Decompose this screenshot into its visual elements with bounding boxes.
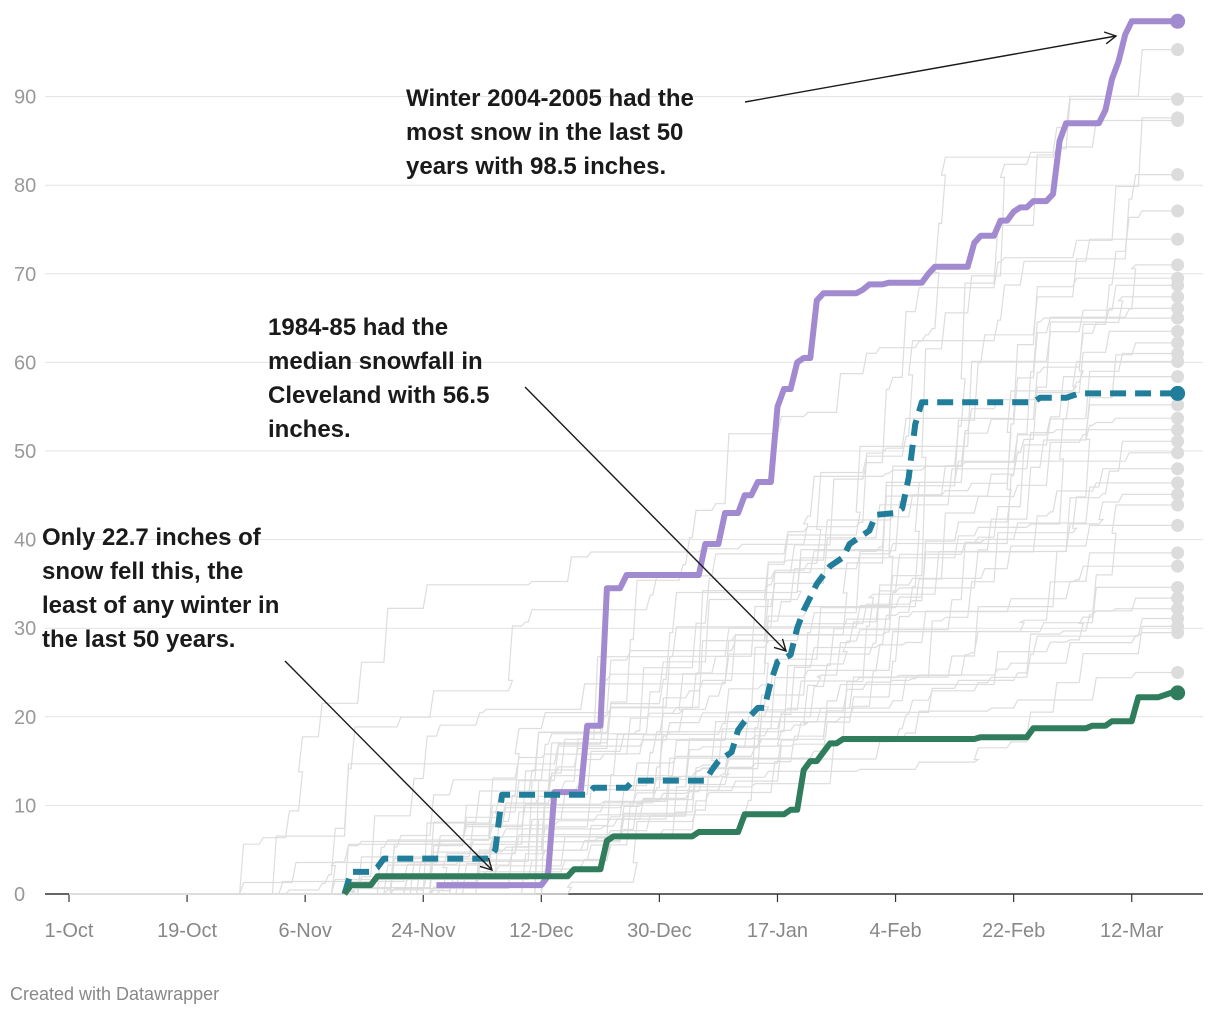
y-tick-label: 90 xyxy=(14,87,36,109)
background-winter-endpoint xyxy=(1171,43,1185,57)
background-winter-endpoint xyxy=(1171,324,1185,338)
background-winter-line xyxy=(69,524,1178,895)
credit-text: Created with Datawrapper xyxy=(10,984,220,1004)
background-winter-line xyxy=(69,210,1178,895)
series-endpoint xyxy=(1170,685,1186,701)
background-winter-endpoint xyxy=(1171,92,1185,106)
series-endpoint xyxy=(1170,13,1186,29)
background-winter-line xyxy=(69,504,1178,895)
background-winter-line xyxy=(69,174,1178,895)
background-winter-endpoint xyxy=(1171,423,1185,437)
x-tick-label: 17-Jan xyxy=(747,920,808,942)
y-tick-label: 60 xyxy=(14,352,36,374)
background-winter-line xyxy=(69,468,1178,895)
background-winter-endpoint xyxy=(1171,232,1185,246)
background-winter-line xyxy=(69,117,1178,895)
series-line xyxy=(436,18,1178,889)
background-winter-endpoint xyxy=(1171,591,1185,605)
arrow-max xyxy=(744,31,1118,103)
background-winter-endpoint xyxy=(1171,498,1185,512)
gridlines xyxy=(45,96,1203,806)
y-tick-label: 30 xyxy=(14,618,36,640)
x-tick-label: 30-Dec xyxy=(627,920,691,942)
background-winter-endpoint xyxy=(1171,355,1185,369)
background-winter-endpoint xyxy=(1171,301,1185,315)
annotation-least-snow: Only 22.7 inches of snow fell this, the … xyxy=(42,524,280,653)
background-winter-endpoint xyxy=(1171,666,1185,679)
x-tick-label: 12-Mar xyxy=(1100,920,1164,942)
background-winter-endpoint xyxy=(1171,462,1185,476)
background-winter-endpoint xyxy=(1171,278,1185,292)
annotation-max-snow: Winter 2004-2005 had the most snow in th… xyxy=(406,85,694,180)
background-winter-line xyxy=(69,493,1178,895)
x-tick-label: 1-Oct xyxy=(45,920,94,942)
background-winter-line xyxy=(69,238,1178,895)
x-tick-label: 6-Nov xyxy=(278,920,331,942)
background-winter-line xyxy=(69,597,1178,895)
background-winter-endpoint xyxy=(1171,258,1185,272)
x-tick-label: 4-Feb xyxy=(869,920,921,942)
background-winter-line xyxy=(69,330,1178,895)
background-winter-line xyxy=(69,307,1178,895)
background-winter-endpoint xyxy=(1171,476,1185,490)
background-winter-line xyxy=(69,352,1178,895)
arrow-median xyxy=(524,386,788,653)
background-winter-line xyxy=(69,632,1178,895)
background-winter-endpoint xyxy=(1171,311,1185,325)
background-winter-endpoint xyxy=(1171,434,1185,448)
background-winter-line xyxy=(69,404,1178,895)
x-tick-label: 12-Dec xyxy=(509,920,573,942)
y-tick-label: 80 xyxy=(14,175,36,197)
annotation-median-snow: 1984-85 had the median snowfall in Cleve… xyxy=(268,314,490,443)
y-tick-label: 40 xyxy=(14,530,36,552)
background-winter-endpoint xyxy=(1171,114,1185,128)
y-axis: 0 10 20 30 40 50 60 70 80 90 xyxy=(14,87,36,906)
y-tick-label: 70 xyxy=(14,264,36,286)
background-winter-line xyxy=(69,417,1178,895)
background-winter-endpoint xyxy=(1171,559,1185,573)
arrow-min xyxy=(284,660,494,872)
background-winter-endpoint xyxy=(1171,290,1185,304)
series-line xyxy=(341,390,1178,895)
background-winter-line xyxy=(69,264,1178,895)
annotation-arrows xyxy=(284,31,1118,872)
background-winter-endpoint xyxy=(1171,336,1185,350)
background-winter-endpoint xyxy=(1171,398,1185,412)
y-tick-label: 10 xyxy=(14,795,36,817)
background-winter-endpoint xyxy=(1171,580,1185,594)
background-winter-endpoint xyxy=(1171,168,1185,182)
background-winter-line xyxy=(69,586,1178,895)
x-tick-label: 19-Oct xyxy=(157,920,217,942)
background-winter-endpoint xyxy=(1171,518,1185,532)
background-winter-endpoint xyxy=(1171,446,1185,460)
background-winter-line xyxy=(69,625,1178,895)
background-winter-line xyxy=(69,376,1178,895)
background-winter-line xyxy=(69,317,1178,895)
series-line xyxy=(342,689,1178,896)
background-winter-line xyxy=(69,429,1178,895)
highlighted-series xyxy=(341,13,1186,896)
background-winter-line xyxy=(69,119,1178,895)
background-winter-line xyxy=(69,671,1178,895)
series-endpoint xyxy=(1170,385,1186,401)
background-winter-endpoint xyxy=(1171,487,1185,501)
background-winter-endpoint xyxy=(1171,626,1185,640)
x-axis: 1-Oct 19-Oct 6-Nov 24-Nov 12-Dec 30-Dec 17-Jan… xyxy=(45,893,1203,942)
background-winter-endpoint xyxy=(1171,370,1185,384)
background-winter-endpoint xyxy=(1171,411,1185,425)
background-winter-line xyxy=(69,277,1178,895)
background-winter-endpoint xyxy=(1171,204,1185,218)
x-tick-label: 22-Feb xyxy=(982,920,1045,942)
background-winter-endpoint xyxy=(1171,546,1185,560)
y-tick-label: 20 xyxy=(14,707,36,729)
background-winter-endpoint xyxy=(1171,602,1185,616)
background-winter-line xyxy=(69,440,1178,895)
y-tick-label: 0 xyxy=(14,884,25,906)
y-tick-label: 50 xyxy=(14,441,36,463)
x-tick-label: 24-Nov xyxy=(391,920,455,942)
background-winter-line xyxy=(69,452,1178,895)
